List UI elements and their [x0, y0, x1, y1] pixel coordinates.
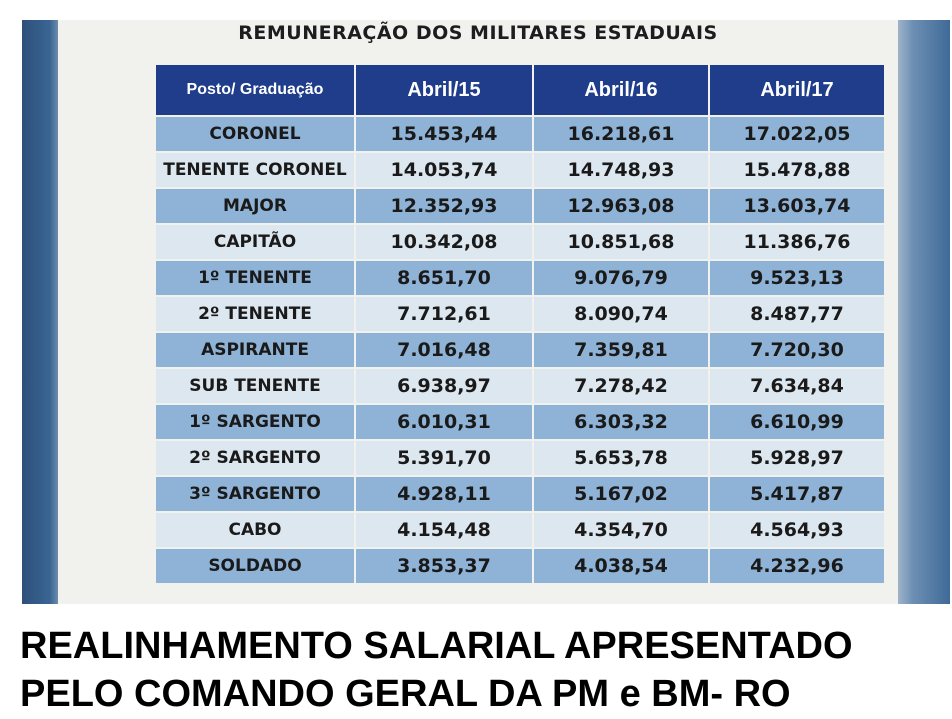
salary-cell: 4.564,93	[710, 511, 886, 547]
salary-cell: 8.090,74	[534, 295, 710, 331]
salary-cell: 10.851,68	[534, 223, 710, 259]
salary-cell: 5.391,70	[356, 439, 534, 475]
table-row: CORONEL 15.453,44 16.218,61 17.022,05	[156, 115, 886, 151]
table-row: TENENTE CORONEL 14.053,74 14.748,93 15.478,…	[156, 151, 886, 187]
salary-cell: 9.523,13	[710, 259, 886, 295]
salary-cell: 4.354,70	[534, 511, 710, 547]
salary-cell: 14.053,74	[356, 151, 534, 187]
salary-cell: 16.218,61	[534, 115, 710, 151]
salary-cell: 6.938,97	[356, 367, 534, 403]
salary-cell: 4.232,96	[710, 547, 886, 583]
rank-cell: 2º SARGENTO	[156, 439, 356, 475]
salary-cell: 9.076,79	[534, 259, 710, 295]
column-header-apr17: Abril/17	[710, 65, 886, 115]
salary-cell: 7.359,81	[534, 331, 710, 367]
table-row: SUB TENENTE 6.938,97 7.278,42 7.634,84	[156, 367, 886, 403]
rank-cell: 1º TENENTE	[156, 259, 356, 295]
table-row: 3º SARGENTO 4.928,11 5.167,02 5.417,87	[156, 475, 886, 511]
salary-cell: 8.651,70	[356, 259, 534, 295]
salary-cell: 5.653,78	[534, 439, 710, 475]
salary-cell: 6.303,32	[534, 403, 710, 439]
salary-cell: 4.038,54	[534, 547, 710, 583]
rank-cell: 2º TENENTE	[156, 295, 356, 331]
document-title: REMUNERAÇÃO DOS MILITARES ESTADUAIS	[238, 22, 718, 44]
table-row: MAJOR 12.352,93 12.963,08 13.603,74	[156, 187, 886, 223]
rank-cell: ASPIRANTE	[156, 331, 356, 367]
rank-cell: 1º SARGENTO	[156, 403, 356, 439]
table-row: 1º TENENTE 8.651,70 9.076,79 9.523,13	[156, 259, 886, 295]
rank-cell: CABO	[156, 511, 356, 547]
salary-table: Posto/ Graduação Abril/15 Abril/16 Abril…	[156, 65, 886, 583]
salary-cell: 5.167,02	[534, 475, 710, 511]
caption-line-2: PELO COMANDO GERAL DA PM e BM- RO	[20, 673, 791, 715]
salary-cell: 6.610,99	[710, 403, 886, 439]
salary-cell: 14.748,93	[534, 151, 710, 187]
salary-cell: 7.278,42	[534, 367, 710, 403]
salary-cell: 4.154,48	[356, 511, 534, 547]
table-row: CABO 4.154,48 4.354,70 4.564,93	[156, 511, 886, 547]
salary-cell: 7.634,84	[710, 367, 886, 403]
salary-cell: 4.928,11	[356, 475, 534, 511]
salary-cell: 15.453,44	[356, 115, 534, 151]
table-row: SOLDADO 3.853,37 4.038,54 4.232,96	[156, 547, 886, 583]
salary-cell: 5.417,87	[710, 475, 886, 511]
rank-cell: MAJOR	[156, 187, 356, 223]
table-row: CAPITÃO 10.342,08 10.851,68 11.386,76	[156, 223, 886, 259]
salary-cell: 7.720,30	[710, 331, 886, 367]
document-photo: REMUNERAÇÃO DOS MILITARES ESTADUAIS Post…	[22, 20, 950, 604]
table-header-row: Posto/ Graduação Abril/15 Abril/16 Abril…	[156, 65, 886, 115]
table-body: CORONEL 15.453,44 16.218,61 17.022,05 TENENT…	[156, 115, 886, 583]
salary-cell: 12.963,08	[534, 187, 710, 223]
column-header-apr15: Abril/15	[356, 65, 534, 115]
table-row: 2º TENENTE 7.712,61 8.090,74 8.487,77	[156, 295, 886, 331]
salary-cell: 7.016,48	[356, 331, 534, 367]
table-row: 2º SARGENTO 5.391,70 5.653,78 5.928,97	[156, 439, 886, 475]
salary-cell: 3.853,37	[356, 547, 534, 583]
paper-sheet: REMUNERAÇÃO DOS MILITARES ESTADUAIS Post…	[58, 20, 898, 604]
salary-cell: 15.478,88	[710, 151, 886, 187]
rank-cell: TENENTE CORONEL	[156, 151, 356, 187]
salary-cell: 7.712,61	[356, 295, 534, 331]
rank-cell: CAPITÃO	[156, 223, 356, 259]
caption-line-1: REALINHAMENTO SALARIAL APRESENTADO	[20, 625, 853, 667]
table-row: ASPIRANTE 7.016,48 7.359,81 7.720,30	[156, 331, 886, 367]
caption: REALINHAMENTO SALARIAL APRESENTADO PELO …	[20, 622, 940, 718]
rank-cell: SUB TENENTE	[156, 367, 356, 403]
salary-cell: 12.352,93	[356, 187, 534, 223]
column-header-rank: Posto/ Graduação	[156, 65, 356, 115]
salary-cell: 10.342,08	[356, 223, 534, 259]
salary-cell: 17.022,05	[710, 115, 886, 151]
salary-cell: 13.603,74	[710, 187, 886, 223]
salary-cell: 6.010,31	[356, 403, 534, 439]
salary-cell: 11.386,76	[710, 223, 886, 259]
salary-cell: 5.928,97	[710, 439, 886, 475]
rank-cell: 3º SARGENTO	[156, 475, 356, 511]
rank-cell: SOLDADO	[156, 547, 356, 583]
rank-cell: CORONEL	[156, 115, 356, 151]
column-header-apr16: Abril/16	[534, 65, 710, 115]
table-row: 1º SARGENTO 6.010,31 6.303,32 6.610,99	[156, 403, 886, 439]
salary-cell: 8.487,77	[710, 295, 886, 331]
